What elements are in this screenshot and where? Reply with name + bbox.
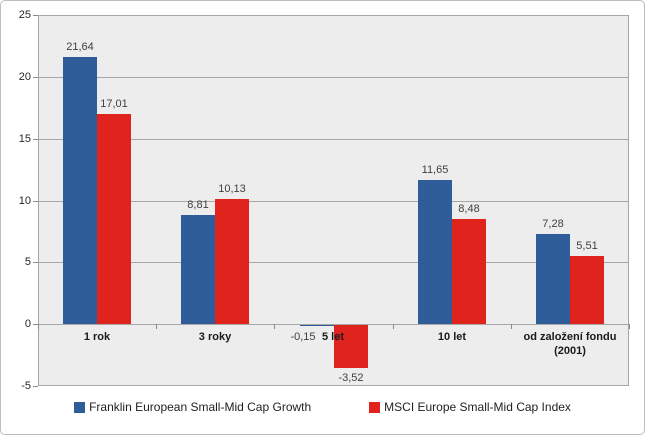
- y-axis-tick: [33, 324, 38, 325]
- bar-value-label: 7,28: [542, 218, 564, 231]
- legend-item-franklin: Franklin European Small-Mid Cap Growth: [74, 400, 311, 414]
- category-axis-tick: [393, 324, 394, 329]
- category-axis-tick: [156, 324, 157, 329]
- category-label: 5 let: [321, 331, 344, 344]
- bar-series1: [536, 234, 570, 325]
- bar-series1: [181, 215, 215, 325]
- y-axis-tick: [33, 201, 38, 202]
- category-label: od založení fondu (2001): [523, 331, 617, 357]
- y-axis-label: 10: [18, 195, 31, 207]
- legend-item-msci: MSCI Europe Small-Mid Cap Index: [369, 400, 571, 414]
- y-axis-label: 25: [18, 9, 31, 21]
- legend: Franklin European Small-Mid Cap Growth MS…: [1, 400, 644, 414]
- gridline: [38, 201, 629, 202]
- bar-value-label: 17,01: [100, 97, 128, 110]
- category-label: 10 let: [437, 331, 467, 344]
- y-axis-tick: [33, 15, 38, 16]
- gridline: [38, 324, 629, 325]
- legend-swatch: [74, 401, 86, 413]
- y-axis-label: 15: [18, 133, 31, 145]
- y-axis-tick: [33, 77, 38, 78]
- category-label: 1 rok: [83, 331, 111, 344]
- bar-value-label: 11,65: [421, 164, 449, 177]
- legend-label: Franklin European Small-Mid Cap Growth: [89, 400, 312, 414]
- bar-value-label: -3,52: [338, 371, 364, 384]
- bar-series1: [418, 180, 452, 325]
- y-axis-label: 20: [18, 71, 31, 83]
- category-axis-tick: [629, 324, 630, 329]
- bar-series2: [97, 113, 131, 325]
- y-axis-label: 0: [24, 318, 31, 330]
- bar-value-label: 5,51: [576, 240, 598, 253]
- bar-series2: [570, 256, 604, 325]
- bar-series2: [452, 219, 486, 325]
- legend-label: MSCI Europe Small-Mid Cap Index: [384, 400, 571, 414]
- bar-series1: [300, 325, 334, 326]
- category-axis-tick: [274, 324, 275, 329]
- category-axis-tick: [511, 324, 512, 329]
- category-label: 3 roky: [198, 331, 232, 344]
- bar-value-label: 8,48: [458, 203, 480, 216]
- bar-series2: [334, 325, 368, 368]
- bar-value-label: 10,13: [218, 182, 246, 195]
- y-axis-label: 5: [24, 256, 31, 268]
- y-axis-tick: [33, 139, 38, 140]
- bar-value-label: 8,81: [187, 199, 209, 212]
- bar-series2: [215, 198, 249, 325]
- category-axis-tick: [38, 324, 39, 329]
- gridline: [38, 77, 629, 78]
- bar-value-label: -0,15: [290, 331, 316, 344]
- bar-value-label: 21,64: [66, 40, 94, 53]
- bar-series1: [63, 56, 97, 325]
- y-axis-tick: [33, 262, 38, 263]
- gridline: [38, 262, 629, 263]
- gridline: [38, 139, 629, 140]
- y-axis-label: -5: [21, 380, 31, 392]
- legend-swatch: [369, 401, 381, 413]
- y-axis-tick: [33, 386, 38, 387]
